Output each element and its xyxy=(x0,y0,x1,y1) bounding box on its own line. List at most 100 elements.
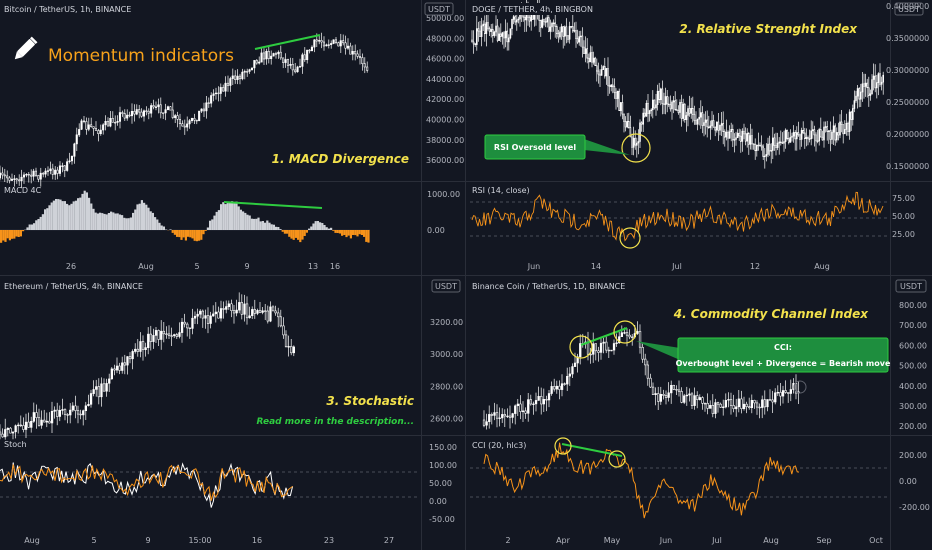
p2-candle-20 xyxy=(503,31,505,49)
p3-candle-68 xyxy=(175,332,179,339)
p1-macd-bar-107 xyxy=(235,201,238,230)
p2-candle-72 xyxy=(586,38,589,64)
p4-candle-56 xyxy=(628,329,631,340)
p4-candle-59 xyxy=(636,321,639,335)
p1-macd-bar-123 xyxy=(270,224,273,230)
p3-candle-92 xyxy=(238,292,241,314)
p2-candle-1 xyxy=(472,30,475,54)
p1-candle-150 xyxy=(358,49,362,65)
p4-candle-28 xyxy=(555,380,559,394)
p1-macd-bar-3 xyxy=(6,230,9,239)
p2-time-tick-4: Aug xyxy=(814,262,830,271)
p1-macd-bar-1 xyxy=(2,230,5,241)
p1-candle-69 xyxy=(164,103,167,121)
p4-candle-14 xyxy=(519,395,522,420)
p2-candle-63 xyxy=(571,14,574,33)
p1-macd-bar-54 xyxy=(118,214,121,230)
p3-candle-1 xyxy=(1,428,4,438)
p1-macd-bar-83 xyxy=(182,230,185,238)
p1-candle-139 xyxy=(332,39,335,45)
p2-candle-251 xyxy=(872,63,875,91)
p2-candle-140 xyxy=(695,111,697,125)
p4-time-tick-3: Jun xyxy=(659,536,673,545)
p3-candle-15 xyxy=(37,408,41,427)
p4-candle-0 xyxy=(482,410,486,428)
p3-time-tick-4: 16 xyxy=(252,536,262,545)
panel-1-indicator-axis: 1000.00 0.00 xyxy=(427,190,460,235)
p2-candle-87 xyxy=(610,84,613,92)
p1-macd-bar-28 xyxy=(61,201,64,230)
p2-candle-89 xyxy=(613,78,616,99)
p1-candle-125 xyxy=(298,58,302,68)
p2-candle-153 xyxy=(715,121,718,133)
p1-macd-bar-104 xyxy=(228,201,231,230)
p1-macd-bar-66 xyxy=(145,204,148,230)
panel-bitcoin-macd: Bitcoin / TetherUS, 1h, BINANCE Momentum… xyxy=(0,2,464,271)
p2-candle-241 xyxy=(856,85,859,109)
panel-doge-rsi: DOGE / TETHER, 4h, BINGBON 2. Relative S… xyxy=(470,0,929,271)
p2-candle-98 xyxy=(627,112,630,129)
panel-2-time-axis: Jun 14 Jul 12 Aug xyxy=(527,262,830,271)
p1-candle-87 xyxy=(207,97,210,108)
p2-candle-212 xyxy=(810,120,813,146)
p1-macd-bar-162 xyxy=(356,230,359,237)
panel-4-callout-box xyxy=(677,337,889,373)
p4-candle-87 xyxy=(709,400,712,409)
p2-candle-229 xyxy=(837,122,840,141)
p1-candle-145 xyxy=(346,38,350,50)
p3-candle-20 xyxy=(50,401,54,433)
p2-candle-196 xyxy=(784,128,787,149)
p1-macd-bar-4 xyxy=(8,230,11,241)
p1-candle-83 xyxy=(198,110,201,122)
p2-candle-206 xyxy=(800,127,803,147)
p1-candle-101 xyxy=(241,68,244,81)
p1-macd-bar-31 xyxy=(68,205,71,230)
p4-candle-114 xyxy=(779,383,782,406)
p2-candle-232 xyxy=(842,124,845,144)
p2-ind-tick-1: 50.00 xyxy=(892,212,915,221)
p1-macd-bar-126 xyxy=(277,227,280,230)
p3-candle-4 xyxy=(9,427,12,434)
p2-candle-216 xyxy=(816,129,819,144)
panel-3-annotation: 3. Stochastic xyxy=(326,394,414,408)
p1-macd-bar-22 xyxy=(48,205,51,230)
p1-macd-bar-60 xyxy=(132,212,135,230)
p4-candle-18 xyxy=(529,394,533,406)
p1-candle-51 xyxy=(121,110,124,117)
p1-macd-bar-119 xyxy=(261,221,264,230)
p2-candle-175 xyxy=(751,128,753,150)
p2-candle-119 xyxy=(661,80,664,115)
panel-4-cci xyxy=(470,442,890,519)
panel-1-time-axis: 26 Aug 5 9 13 16 xyxy=(66,262,340,271)
p1-macd-bar-112 xyxy=(246,214,249,230)
p4-candle-79 xyxy=(688,388,691,402)
p3-candle-77 xyxy=(199,309,202,319)
p2-candle-146 xyxy=(704,111,707,135)
p2-candle-6 xyxy=(480,17,483,47)
p1-macd-bar-124 xyxy=(272,224,275,230)
p3-time-tick-6: 27 xyxy=(384,536,394,545)
p2-candle-86 xyxy=(608,76,611,94)
p3-candle-74 xyxy=(191,308,194,335)
p1-candle-121 xyxy=(289,57,292,69)
p4-candle-45 xyxy=(599,336,603,360)
p3-candle-95 xyxy=(245,296,249,325)
p4-candle-7 xyxy=(501,408,504,423)
p4-candle-6 xyxy=(498,407,501,427)
p1-candle-39 xyxy=(92,126,95,136)
p1-macd-bar-142 xyxy=(312,223,315,230)
p4-candle-13 xyxy=(516,399,520,416)
p1-candle-80 xyxy=(190,117,193,123)
panel-3-price-axis: 3200.00 3000.00 2800.00 2600.00 xyxy=(430,318,463,424)
p2-candle-97 xyxy=(626,113,629,129)
p4-price-tick-2: 600.00 xyxy=(899,341,927,350)
p3-time-tick-1: 5 xyxy=(91,536,96,545)
p1-macd-bar-89 xyxy=(195,230,198,242)
p1-candle-126 xyxy=(301,52,304,74)
p2-candle-17 xyxy=(498,27,501,41)
p4-candle-15 xyxy=(521,401,525,422)
p2-ind-tick-2: 25.00 xyxy=(892,230,915,239)
p1-candle-12 xyxy=(27,172,30,183)
p4-candle-82 xyxy=(696,391,699,409)
p1-macd-bar-88 xyxy=(193,230,196,241)
